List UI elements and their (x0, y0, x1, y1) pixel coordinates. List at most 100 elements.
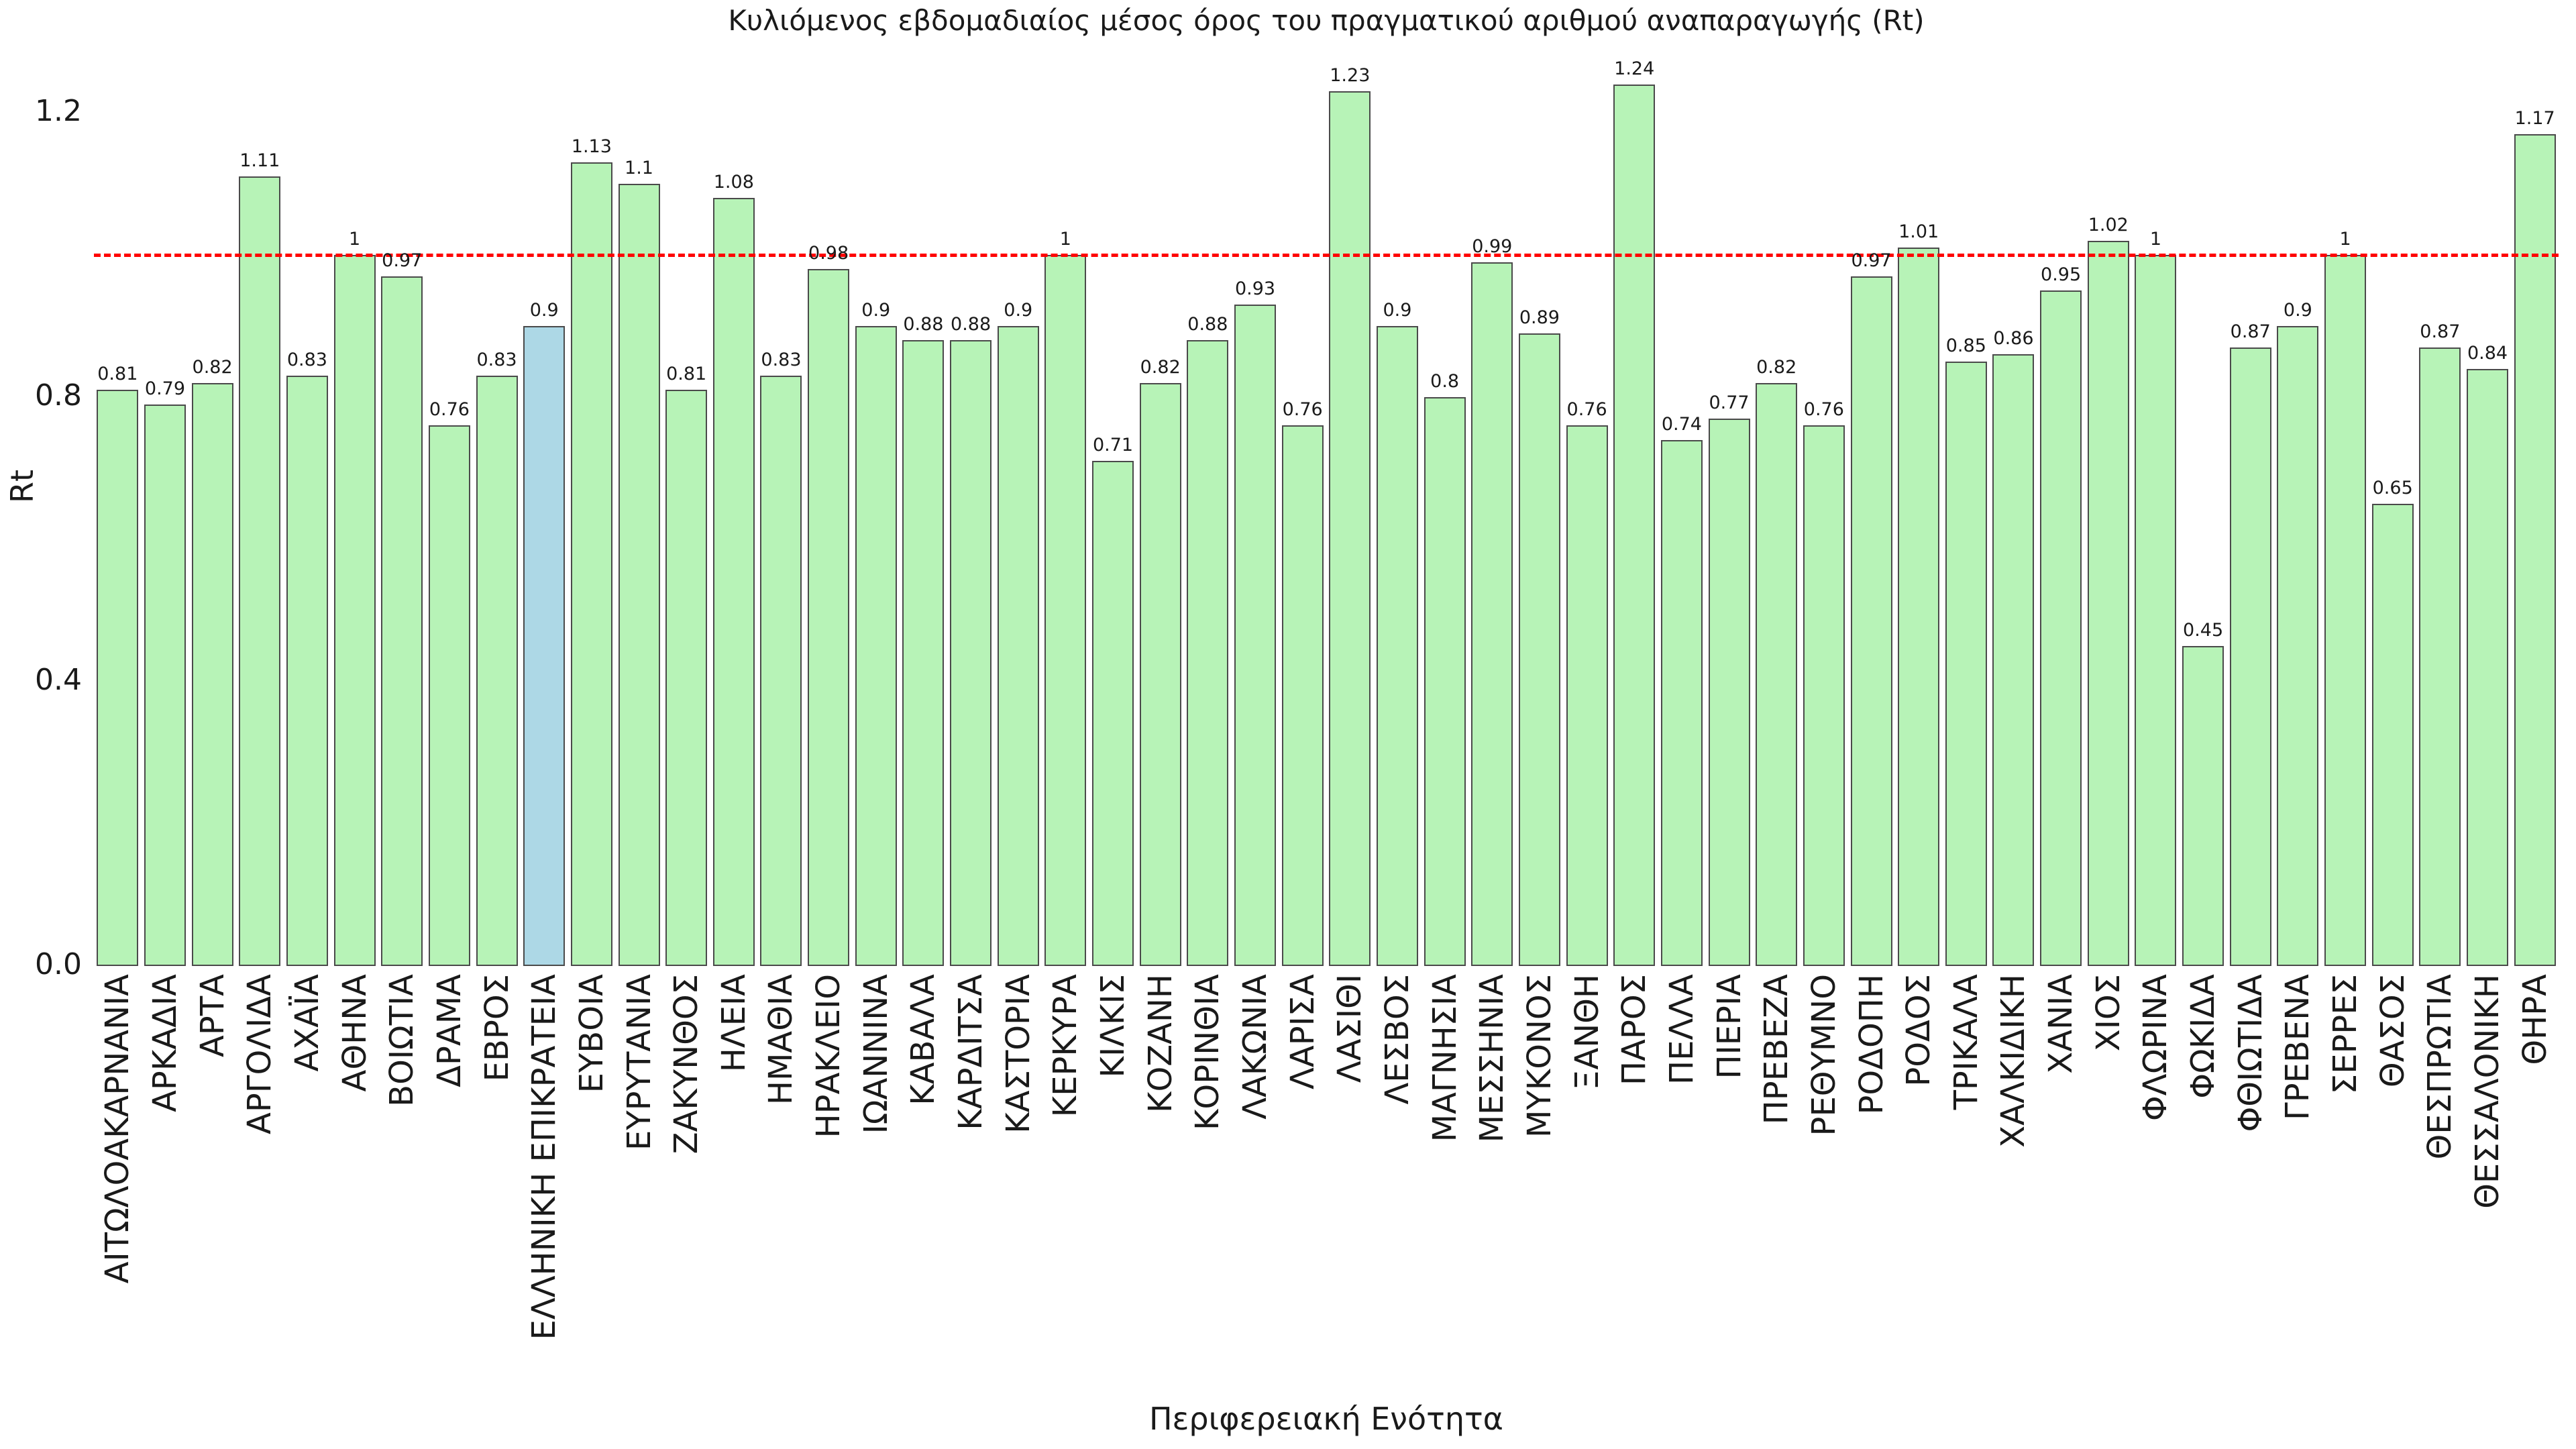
bar-value-label: 0.76 (1803, 399, 1844, 421)
y-tick-label: 0.4 (35, 663, 82, 697)
bar (2324, 255, 2367, 966)
x-tick-label: ΡΟΔΟΠΗ (1852, 974, 1890, 1115)
bar (381, 276, 423, 966)
bar-value-label: 0.87 (2230, 321, 2271, 342)
bar (239, 176, 281, 966)
bar (2040, 290, 2082, 966)
x-tick-label: ΦΘΙΩΤΙΔΑ (2231, 974, 2269, 1132)
bar (1566, 425, 1608, 966)
bar-value-label: 1.02 (2088, 214, 2129, 235)
bar-value-label: 1 (348, 229, 361, 250)
bar (1756, 382, 1798, 966)
bar (286, 376, 328, 966)
x-tick-label: ΔΡΑΜΑ (430, 974, 468, 1087)
bar-value-label: 1 (2339, 229, 2351, 250)
x-tick-label: ΠΕΛΛΑ (1662, 974, 1701, 1085)
bar-value-label: 0.98 (808, 243, 849, 264)
x-tick-label: ΑΧΑΪΑ (288, 974, 326, 1072)
bar (1518, 333, 1560, 966)
bar-value-label: 0.86 (1993, 328, 2034, 350)
bar-value-label: 0.93 (1234, 278, 1276, 300)
x-tick-label: ΛΑΚΩΝΙΑ (1236, 974, 1274, 1120)
bar (523, 326, 566, 966)
bar (333, 255, 376, 966)
x-tick-label: ΦΩΚΙΔΑ (2184, 974, 2222, 1099)
x-tick-label: ΠΡΕΒΕΖΑ (1758, 974, 1796, 1125)
x-tick-label: ΕΛΛΗΝΙΚΗ ΕΠΙΚΡΑΤΕΙΑ (525, 974, 564, 1340)
x-tick-label: ΧΑΛΚΙΔΙΚΗ (1994, 974, 2033, 1148)
bar-value-label: 0.79 (144, 378, 186, 399)
x-tick-label: ΑΙΤΩΛΟΑΚΑΡΝΑΝΙΑ (99, 974, 137, 1284)
bar-value-label: 0.95 (2041, 264, 2082, 285)
x-tick-label: ΚΟΡΙΝΘΙΑ (1189, 974, 1227, 1131)
bar (570, 162, 612, 966)
bar (1708, 418, 1750, 966)
bar (2467, 368, 2509, 966)
reference-line (94, 254, 2559, 257)
x-tick-label: ΚΟΖΑΝΗ (1141, 974, 1179, 1113)
bar (997, 326, 1039, 966)
bar-value-label: 0.77 (1709, 392, 1750, 413)
x-tick-label: ΤΡΙΚΑΛΑ (1947, 974, 1985, 1110)
x-tick-label: ΙΩΑΝΝΙΝΑ (857, 974, 895, 1134)
bar-value-label: 0.9 (1004, 300, 1033, 321)
bar-value-label: 0.9 (529, 300, 559, 321)
x-tick-label: ΚΑΣΤΟΡΙΑ (999, 974, 1037, 1134)
bar (1898, 248, 1940, 966)
bar-value-label: 1.13 (571, 136, 612, 158)
bar-value-label: 0.87 (2420, 321, 2461, 342)
x-tick-label: ΛΑΡΙΣΑ (1283, 974, 1322, 1089)
bar-value-label: 0.88 (1187, 314, 1228, 335)
x-tick-label: ΡΟΔΟΣ (1900, 974, 1938, 1087)
bar (1424, 397, 1466, 966)
y-tick-label: 0.8 (35, 378, 82, 413)
bar (2371, 504, 2414, 966)
bar-value-label: 0.8 (1430, 371, 1460, 392)
bar (808, 269, 850, 966)
bar-value-label: 0.82 (192, 356, 233, 378)
bar (712, 198, 755, 966)
bar (618, 184, 660, 966)
x-tick-label: ΜΑΓΝΗΣΙΑ (1426, 974, 1464, 1142)
bar (2229, 347, 2271, 966)
bar-value-label: 0.83 (286, 350, 327, 371)
bar (144, 404, 186, 966)
bar-value-label: 1.17 (2514, 107, 2555, 129)
bar (855, 326, 897, 966)
x-tick-label: ΕΥΒΟΙΑ (572, 974, 610, 1093)
bar (2087, 240, 2129, 966)
bar (902, 340, 945, 966)
bar (1187, 340, 1229, 966)
x-tick-label: ΑΘΗΝΑ (335, 974, 374, 1092)
bar (760, 376, 802, 966)
bar (2419, 347, 2461, 966)
bar (1992, 354, 2035, 966)
bar-value-label: 0.76 (429, 399, 470, 421)
x-tick-label: ΚΑΡΔΙΤΣΑ (952, 974, 990, 1130)
bar (1376, 326, 1418, 966)
bar (191, 382, 233, 966)
bar (1945, 362, 1987, 966)
chart-title: Κυλιόμενος εβδομαδιαίος μέσος όρος του π… (728, 4, 1925, 37)
x-tick-label: ΛΕΣΒΟΣ (1378, 974, 1416, 1105)
bar-value-label: 0.88 (903, 314, 944, 335)
bar-value-label: 0.88 (951, 314, 991, 335)
bar-value-label: 0.84 (2467, 342, 2508, 364)
bar (1613, 84, 1656, 966)
x-tick-label: ΑΡΚΑΔΙΑ (146, 974, 184, 1112)
bar (1044, 255, 1087, 966)
x-tick-label: ΠΙΕΡΙΑ (1710, 974, 1748, 1079)
bar (2277, 326, 2319, 966)
bar (950, 340, 992, 966)
y-axis-label-text: Rt (4, 470, 40, 503)
bar-value-label: 0.9 (861, 300, 891, 321)
x-tick-label: ΗΜΑΘΙΑ (762, 974, 800, 1106)
x-tick-label: ΧΑΝΙΑ (2042, 974, 2080, 1074)
x-tick-label: ΗΡΑΚΛΕΙΟ (810, 974, 848, 1138)
x-tick-label: ΖΑΚΥΝΘΟΣ (667, 974, 706, 1155)
x-tick-label: ΕΒΡΟΣ (478, 974, 516, 1082)
x-tick-label: ΘΑΣΟΣ (2373, 974, 2412, 1088)
bar-value-label: 0.83 (476, 350, 517, 371)
x-tick-label: ΚΙΛΚΙΣ (1094, 974, 1132, 1078)
bar (665, 390, 708, 966)
